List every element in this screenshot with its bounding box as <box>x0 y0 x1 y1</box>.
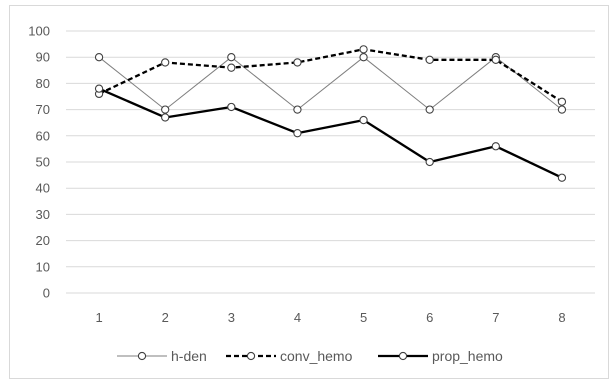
data-point <box>359 45 368 54</box>
data-point <box>557 105 567 114</box>
data-point <box>94 84 104 93</box>
data-point <box>161 58 170 67</box>
data-point <box>293 58 302 67</box>
y-tick-label: 10 <box>36 259 50 274</box>
legend-item-conv-hemo: conv_hemo <box>226 348 353 364</box>
y-tick-label: 30 <box>36 207 50 222</box>
x-tick-label: 2 <box>162 310 169 325</box>
x-tick-label: 8 <box>558 310 565 325</box>
y-tick-label: 20 <box>36 233 50 248</box>
data-point <box>161 113 170 122</box>
data-point <box>425 105 434 114</box>
y-tick-label: 100 <box>28 24 50 39</box>
x-axis-tick-labels: 1 2 3 4 5 6 7 8 <box>95 310 565 325</box>
y-tick-label: 60 <box>36 128 50 143</box>
x-tick-label: 5 <box>360 310 367 325</box>
data-point <box>491 55 500 64</box>
series-h-den <box>94 53 567 114</box>
data-point <box>425 157 434 167</box>
y-tick-label: 50 <box>36 155 50 170</box>
data-point <box>359 115 368 125</box>
series-layer <box>94 45 567 182</box>
y-tick-label: 70 <box>36 102 50 117</box>
legend-marker <box>137 351 147 361</box>
data-point <box>227 63 236 72</box>
legend-label: prop_hemo <box>432 348 503 364</box>
series-conv-hemo <box>94 45 567 106</box>
gridlines <box>66 30 595 294</box>
y-tick-label: 0 <box>43 286 50 301</box>
legend-marker <box>398 351 408 361</box>
x-tick-label: 4 <box>294 310 301 325</box>
legend-item-prop-hemo: prop_hemo <box>378 348 503 364</box>
data-point <box>557 97 567 106</box>
series-line <box>98 48 563 103</box>
legend-label: h-den <box>171 348 207 364</box>
series-line <box>98 87 563 179</box>
data-point <box>491 142 500 151</box>
data-point <box>293 105 302 114</box>
data-point <box>94 53 104 62</box>
legend-marker <box>246 351 256 361</box>
data-point <box>359 53 368 62</box>
legend-label: conv_hemo <box>280 348 353 364</box>
legend: h-den conv_hemo prop_hemo <box>117 348 503 364</box>
y-tick-label: 40 <box>36 181 50 196</box>
series-prop-hemo <box>94 84 567 182</box>
x-tick-label: 7 <box>492 310 499 325</box>
y-tick-label: 90 <box>36 50 50 65</box>
legend-item-h-den: h-den <box>117 348 207 364</box>
data-point <box>227 53 236 62</box>
x-tick-label: 1 <box>95 310 102 325</box>
data-point <box>293 129 302 138</box>
data-point <box>161 105 170 114</box>
x-tick-label: 6 <box>426 310 433 325</box>
y-tick-label: 80 <box>36 76 50 91</box>
series-line <box>98 56 563 111</box>
data-point <box>557 173 567 182</box>
data-point <box>227 102 236 112</box>
data-point <box>425 55 434 64</box>
y-axis-tick-labels: 0 10 20 30 40 50 60 70 80 90 100 <box>28 24 50 301</box>
x-tick-label: 3 <box>228 310 235 325</box>
